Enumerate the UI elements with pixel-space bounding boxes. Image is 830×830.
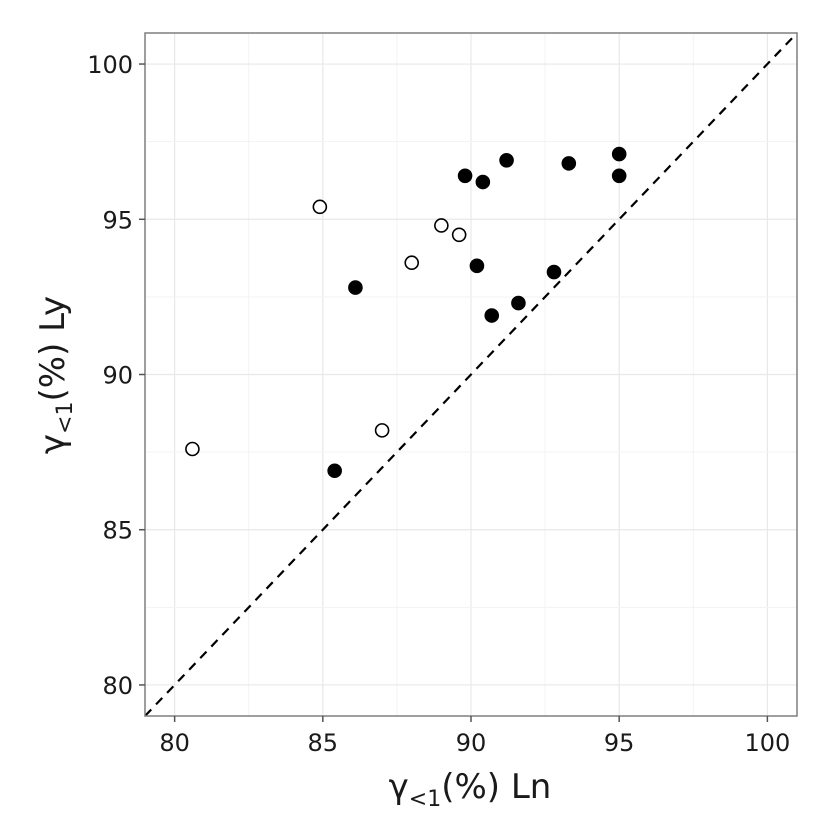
filled-data-point <box>475 174 491 190</box>
y-tick-label: 90 <box>102 362 133 390</box>
open-data-point <box>312 199 328 215</box>
open-data-point <box>185 441 200 457</box>
x-axis-title-suffix: (%) Ln <box>441 767 551 807</box>
open-data-point <box>434 218 449 233</box>
x-axis-title-prefix: γ <box>389 767 409 807</box>
filled-data-point <box>561 156 577 171</box>
y-tick-label: 85 <box>102 517 133 545</box>
open-data-point <box>374 423 390 438</box>
y-axis-title-prefix: γ <box>33 434 73 454</box>
y-tick-label: 80 <box>102 672 133 700</box>
x-tick-label: 100 <box>744 729 790 757</box>
filled-data-point <box>327 463 342 479</box>
filled-data-point <box>484 308 500 323</box>
identity-line <box>144 32 798 717</box>
filled-data-point <box>469 258 485 274</box>
y-axis-title-suffix: (%) Ly <box>33 296 73 402</box>
filled-data-point <box>511 295 526 311</box>
x-tick-label: 95 <box>604 729 635 757</box>
filled-data-point <box>546 264 562 280</box>
x-tick-label: 90 <box>456 729 487 757</box>
filled-data-point <box>499 152 514 168</box>
x-tick-label: 85 <box>308 729 339 757</box>
filled-data-point <box>348 280 363 295</box>
y-axis-title: γ<1(%) Ly <box>33 296 78 454</box>
data-points <box>185 146 627 479</box>
open-data-point <box>451 227 467 243</box>
identity-reference-line <box>144 32 798 717</box>
y-tick-label: 100 <box>87 51 133 79</box>
filled-data-point <box>611 168 627 184</box>
x-axis-title: γ<1(%) Ln <box>389 767 552 812</box>
open-data-point <box>404 255 420 271</box>
x-axis-title-subscript: <1 <box>409 787 441 812</box>
x-tick-label: 80 <box>159 729 190 757</box>
y-axis-title-subscript: <1 <box>53 402 78 434</box>
filled-data-point <box>611 146 627 162</box>
x-axis-ticks: 80 85 90 95 100 <box>159 716 790 757</box>
y-tick-label: 95 <box>102 206 133 234</box>
filled-data-point <box>457 168 473 184</box>
y-axis-ticks: 80 85 90 95 100 <box>87 51 145 700</box>
